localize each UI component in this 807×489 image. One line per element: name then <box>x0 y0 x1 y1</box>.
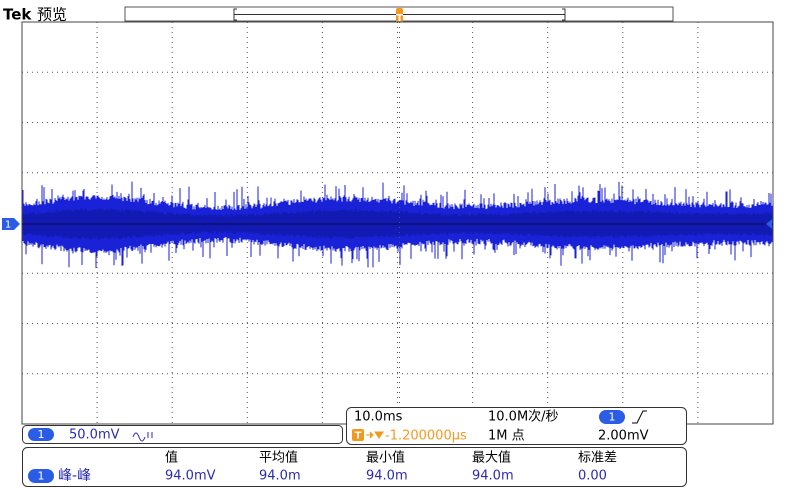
channel-marker-label: 1 <box>5 220 11 231</box>
mode: 预览 <box>37 6 67 24</box>
channel-pill-label: 1 <box>38 428 45 441</box>
measurement-value: 94.0m <box>259 469 301 484</box>
channel-box <box>22 425 343 444</box>
trigger-arrow <box>366 431 384 439</box>
trigger-channel: 1 <box>609 411 616 424</box>
channel-marker <box>2 218 20 230</box>
channel-scale: 50.0mV <box>69 428 120 443</box>
trigger-pos-label: T <box>396 13 403 24</box>
bandwidth-icon <box>132 432 153 442</box>
measurement-channel-pill <box>28 469 54 483</box>
measurement-table: 值 平均值 最小值 最大值 标准差 1 峰-峰 94.0mV 94.0m 94.0m 94.0m 0.… <box>28 450 617 484</box>
trigger-icon-box <box>352 429 364 441</box>
brand: Tek <box>3 6 32 24</box>
measurement-header: 平均值 <box>259 450 298 466</box>
measurement-value: 94.0mV <box>165 469 216 484</box>
sample-rate: 10.0M次/秒 <box>488 409 559 425</box>
trigger-icon: T <box>355 431 362 442</box>
measurement-channel: 1 <box>38 470 45 483</box>
measurement-header: 值 <box>165 450 178 466</box>
measurement-value: 0.00 <box>578 469 607 484</box>
measurement-header: 最大值 <box>472 450 511 466</box>
measurement-header: 标准差 <box>578 451 617 466</box>
measurement-value: 94.0m <box>472 469 514 484</box>
time-scale: 10.0ms <box>354 410 403 425</box>
trigger-level: 2.00mV <box>598 429 649 444</box>
trigger-position: -1.200000µs <box>385 429 467 444</box>
measurement-header: 最小值 <box>366 450 405 466</box>
trigger-channel-pill <box>599 410 625 424</box>
record-length: 1M 点 <box>488 429 525 444</box>
measurement-box <box>22 447 687 487</box>
channel-pill <box>28 428 54 441</box>
measurement-name: 峰-峰 <box>58 468 91 484</box>
slope-icon <box>632 410 647 424</box>
measurement-value: 94.0m <box>366 469 408 484</box>
channel-end-marker <box>766 219 772 229</box>
